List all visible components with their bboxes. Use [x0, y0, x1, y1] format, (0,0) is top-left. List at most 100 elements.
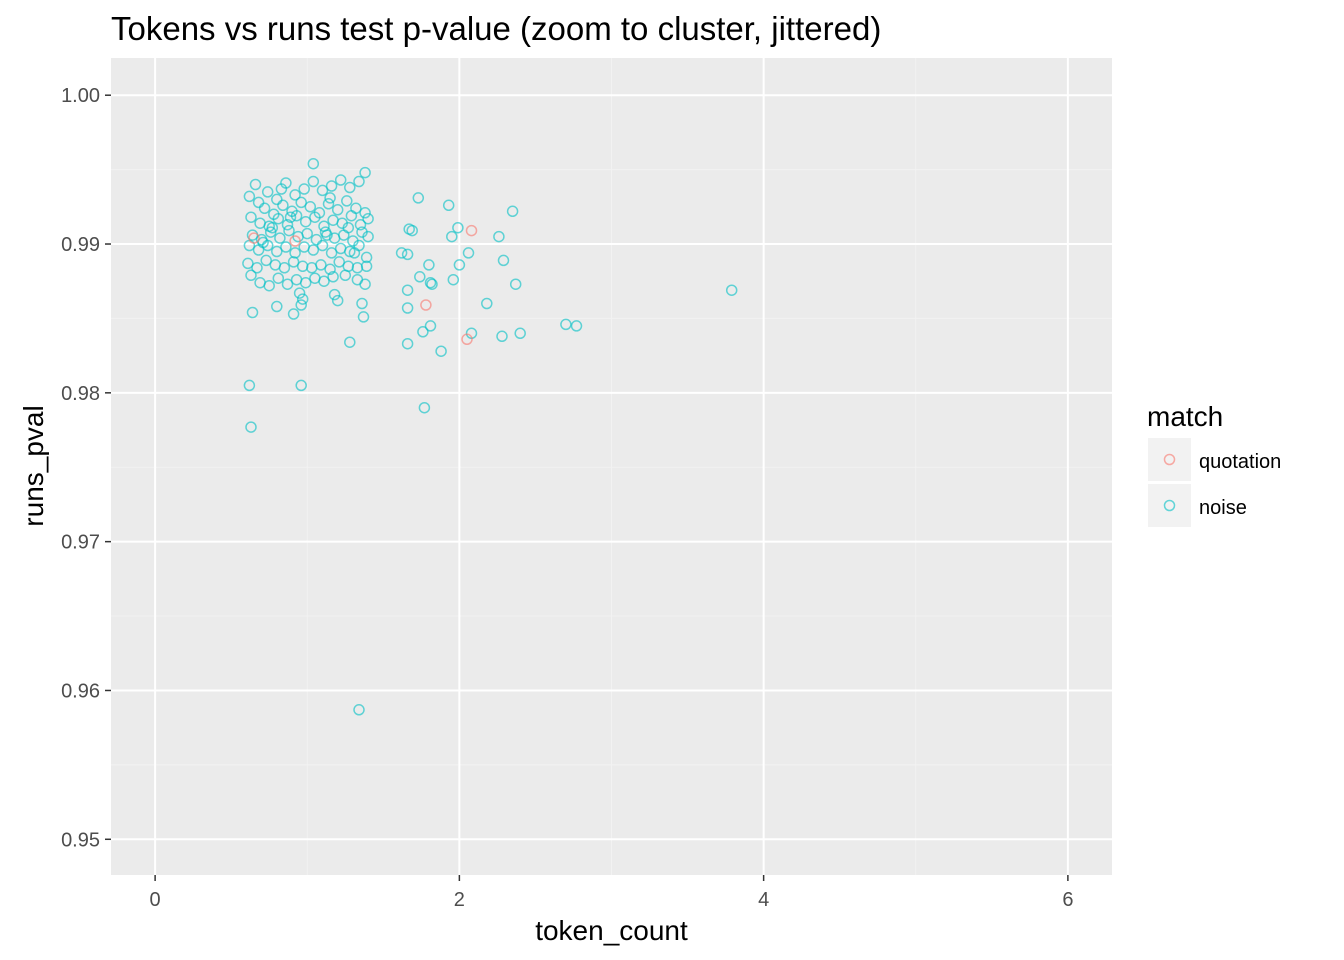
point-noise [401, 248, 414, 261]
x-axis-title: token_count [535, 915, 688, 946]
point-noise [295, 379, 307, 392]
point-noise [271, 245, 283, 258]
point-noise [324, 263, 336, 276]
legend-key-quotation-marker [1163, 453, 1176, 466]
point-noise [283, 224, 295, 237]
x-tick-label: 6 [1062, 889, 1073, 911]
point-noise [426, 278, 438, 290]
point-noise [281, 278, 294, 290]
point-noise [354, 218, 367, 231]
point-noise [414, 271, 426, 283]
point-quotation [248, 232, 260, 244]
point-quotation [420, 299, 432, 311]
point-noise [359, 207, 371, 219]
point-noise [304, 201, 317, 213]
chart-title: Tokens vs runs test p-value (zoom to clu… [111, 10, 881, 47]
point-noise [401, 337, 414, 350]
point-noise [272, 212, 285, 225]
point-noise [359, 166, 371, 179]
x-tick-label: 4 [758, 889, 769, 911]
point-quotation [461, 333, 473, 346]
y-tick-label: 0.96 [61, 680, 100, 702]
point-noise [496, 330, 508, 343]
point-noise [310, 233, 323, 246]
point-noise [725, 284, 738, 296]
point-noise [257, 236, 269, 249]
point-quotation [465, 224, 478, 237]
point-noise [453, 259, 466, 271]
y-axis: 0.95 0.96 0.97 0.98 0.99 1.00 [61, 85, 111, 851]
point-noise [442, 199, 455, 212]
point-noise [249, 178, 262, 191]
x-axis: 0 2 4 6 [150, 875, 1073, 911]
y-tick-label: 0.97 [61, 532, 100, 554]
point-noise [309, 211, 321, 223]
point-noise [287, 308, 300, 320]
point-noise [275, 183, 288, 195]
point-noise [348, 247, 361, 259]
point-noise [418, 401, 431, 414]
point-noise [359, 278, 371, 290]
point-noise [260, 254, 272, 267]
point-noise [266, 221, 279, 234]
point-noise [506, 205, 519, 218]
point-noise [281, 218, 294, 231]
point-noise [252, 196, 265, 209]
point-noise [296, 293, 309, 305]
point-noise [362, 230, 374, 243]
point-noise [316, 239, 329, 252]
point-noise [493, 230, 505, 243]
point-noise [328, 288, 341, 301]
point-noise [435, 345, 447, 357]
point-noise [318, 275, 330, 287]
point-noise [406, 224, 418, 237]
point-noise [278, 262, 291, 274]
point-noise [401, 302, 414, 314]
y-tick-label: 1.00 [61, 85, 100, 107]
x-tick-label: 2 [454, 889, 465, 911]
point-noise [272, 272, 285, 284]
point-noise [293, 287, 306, 299]
grid-major [111, 58, 1112, 875]
legend: match quotation noise [1147, 401, 1281, 527]
point-noise [345, 209, 358, 222]
point-noise [412, 192, 425, 204]
point-noise [324, 192, 336, 204]
point-noise [570, 320, 583, 332]
point-noise [261, 186, 274, 198]
point-noise [243, 190, 256, 203]
point-noise [360, 251, 373, 264]
point-noise [274, 232, 286, 244]
point-noise [315, 259, 327, 271]
point-noise [322, 198, 335, 210]
point-noise [295, 299, 307, 311]
data-points [242, 157, 738, 716]
point-noise [280, 241, 292, 253]
point-noise [271, 300, 283, 313]
point-quotation [289, 235, 301, 247]
point-noise [331, 294, 344, 307]
legend-key-noise-bg [1148, 484, 1191, 527]
point-noise [446, 230, 458, 243]
point-noise [333, 256, 345, 268]
x-tick-label: 0 [150, 889, 161, 911]
point-noise [246, 306, 259, 319]
point-noise [395, 247, 408, 259]
point-noise [353, 175, 365, 188]
point-noise [242, 257, 254, 270]
y-tick-label: 0.95 [61, 829, 100, 851]
point-noise [307, 157, 320, 170]
point-noise [560, 318, 572, 331]
point-noise [258, 202, 271, 215]
point-noise [357, 311, 370, 323]
point-noise [344, 245, 356, 258]
legend-key-quotation-bg [1148, 438, 1191, 481]
point-noise [325, 247, 338, 259]
y-tick-label: 0.99 [61, 234, 100, 256]
point-noise [462, 247, 475, 259]
legend-label-quotation: quotation [1199, 451, 1281, 473]
point-noise [316, 184, 329, 197]
point-noise [360, 260, 373, 273]
point-noise [452, 221, 464, 234]
